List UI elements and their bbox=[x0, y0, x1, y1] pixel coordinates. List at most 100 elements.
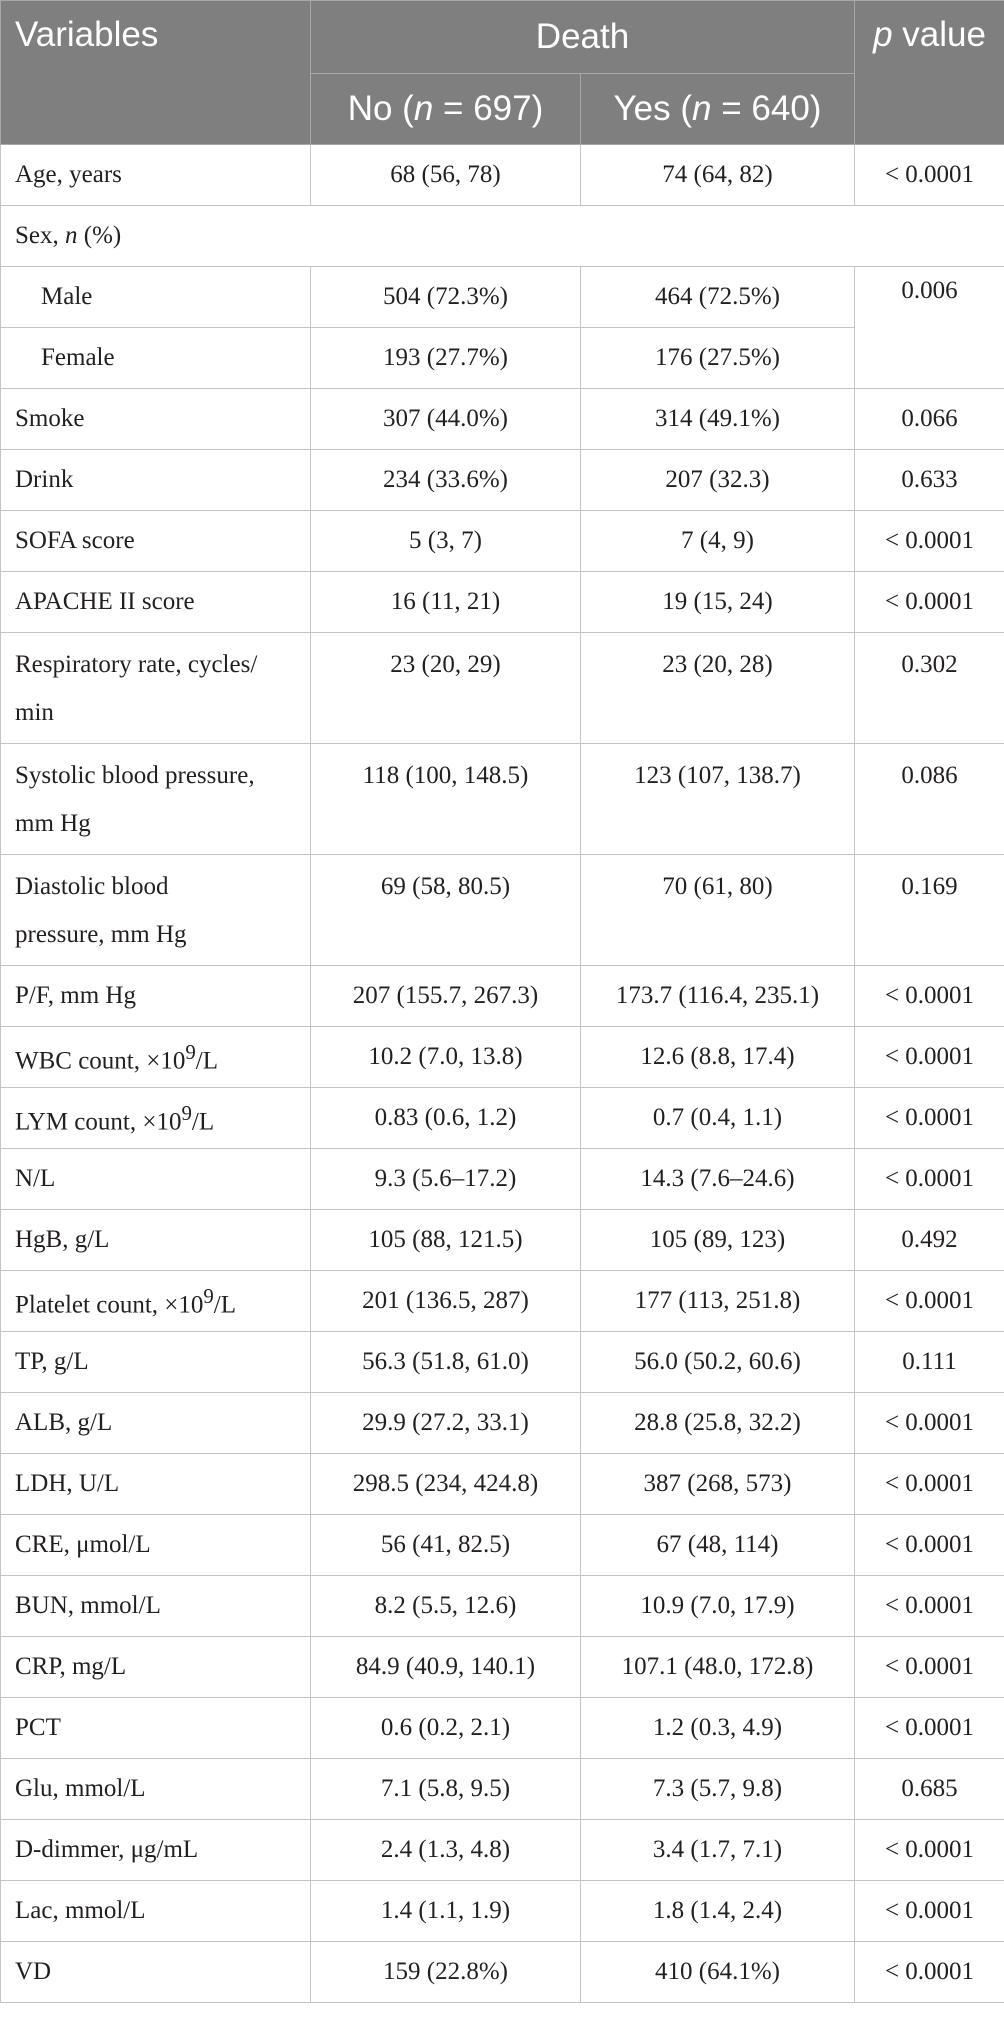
row-label: Respiratory rate, cycles/min bbox=[1, 633, 311, 744]
cell-no: 159 (22.8%) bbox=[311, 1942, 581, 2003]
row-label: VD bbox=[1, 1942, 311, 2003]
table-row: P/F, mm Hg 207 (155.7, 267.3) 173.7 (116… bbox=[1, 966, 1004, 1027]
table-row: TP, g/L 56.3 (51.8, 61.0) 56.0 (50.2, 60… bbox=[1, 1332, 1004, 1393]
cell-p: 0.066 bbox=[855, 389, 1004, 450]
table-row: VD 159 (22.8%) 410 (64.1%) < 0.0001 bbox=[1, 1942, 1004, 2003]
cell-no: 5 (3, 7) bbox=[311, 511, 581, 572]
cell-p: < 0.0001 bbox=[855, 511, 1004, 572]
row-label: LDH, U/L bbox=[1, 1454, 311, 1515]
cell-yes: 14.3 (7.6–24.6) bbox=[581, 1149, 855, 1210]
cell-no: 16 (11, 21) bbox=[311, 572, 581, 633]
table-row: Smoke 307 (44.0%) 314 (49.1%) 0.066 bbox=[1, 389, 1004, 450]
label-line: Respiratory rate, cycles/ bbox=[15, 651, 257, 678]
cell-no: 0.6 (0.2, 2.1) bbox=[311, 1698, 581, 1759]
header-yes-label: Yes ( bbox=[614, 89, 692, 128]
table-row: SOFA score 5 (3, 7) 7 (4, 9) < 0.0001 bbox=[1, 511, 1004, 572]
cell-p: < 0.0001 bbox=[855, 1393, 1004, 1454]
table-row: Glu, mmol/L 7.1 (5.8, 9.5) 7.3 (5.7, 9.8… bbox=[1, 1759, 1004, 1820]
header-yes-n: n bbox=[692, 89, 711, 128]
header-p-rest: value bbox=[893, 15, 986, 54]
label-italic: n bbox=[65, 222, 78, 249]
cell-p: < 0.0001 bbox=[855, 1027, 1004, 1088]
label-line: Systolic blood pressure, bbox=[15, 762, 255, 789]
cell-yes: 56.0 (50.2, 60.6) bbox=[581, 1332, 855, 1393]
cell-no: 201 (136.5, 287) bbox=[311, 1271, 581, 1332]
table-body: Age, years 68 (56, 78) 74 (64, 82) < 0.0… bbox=[1, 145, 1004, 2003]
row-label: LYM count, ×109/L bbox=[1, 1088, 311, 1149]
row-label: Lac, mmol/L bbox=[1, 1881, 311, 1942]
row-label: CRP, mg/L bbox=[1, 1637, 311, 1698]
cell-yes: 67 (48, 114) bbox=[581, 1515, 855, 1576]
row-label: Drink bbox=[1, 450, 311, 511]
cell-yes: 7 (4, 9) bbox=[581, 511, 855, 572]
cell-p: < 0.0001 bbox=[855, 1881, 1004, 1942]
row-label: Male bbox=[1, 267, 311, 328]
cell-p: < 0.0001 bbox=[855, 1149, 1004, 1210]
table-row: BUN, mmol/L 8.2 (5.5, 12.6) 10.9 (7.0, 1… bbox=[1, 1576, 1004, 1637]
label-text: WBC count, ×10 bbox=[15, 1048, 185, 1075]
row-label: PCT bbox=[1, 1698, 311, 1759]
table-row: Male 504 (72.3%) 464 (72.5%) 0.006 bbox=[1, 267, 1004, 328]
cell-p: < 0.0001 bbox=[855, 1515, 1004, 1576]
cell-p: < 0.0001 bbox=[855, 1088, 1004, 1149]
row-label: N/L bbox=[1, 1149, 311, 1210]
cell-yes: 7.3 (5.7, 9.8) bbox=[581, 1759, 855, 1820]
table-row: LYM count, ×109/L 0.83 (0.6, 1.2) 0.7 (0… bbox=[1, 1088, 1004, 1149]
table-row: PCT 0.6 (0.2, 2.1) 1.2 (0.3, 4.9) < 0.00… bbox=[1, 1698, 1004, 1759]
row-label: TP, g/L bbox=[1, 1332, 311, 1393]
label-line: Diastolic blood bbox=[15, 873, 168, 900]
table-row: APACHE II score 16 (11, 21) 19 (15, 24) … bbox=[1, 572, 1004, 633]
row-label: Platelet count, ×109/L bbox=[1, 1271, 311, 1332]
row-label: WBC count, ×109/L bbox=[1, 1027, 311, 1088]
header-variables: Variables bbox=[1, 1, 311, 145]
cell-no: 193 (27.7%) bbox=[311, 328, 581, 389]
row-label: Smoke bbox=[1, 389, 311, 450]
cell-yes: 314 (49.1%) bbox=[581, 389, 855, 450]
row-label: D-dimmer, μg/mL bbox=[1, 1820, 311, 1881]
label-line: mm Hg bbox=[15, 810, 91, 837]
table-row: CRP, mg/L 84.9 (40.9, 140.1) 107.1 (48.0… bbox=[1, 1637, 1004, 1698]
cell-no: 56 (41, 82.5) bbox=[311, 1515, 581, 1576]
table-row: CRE, μmol/L 56 (41, 82.5) 67 (48, 114) <… bbox=[1, 1515, 1004, 1576]
row-label: Diastolic blood pressure, mm Hg bbox=[1, 855, 311, 966]
row-label: Age, years bbox=[1, 145, 311, 206]
cell-no: 1.4 (1.1, 1.9) bbox=[311, 1881, 581, 1942]
table-row: N/L 9.3 (5.6–17.2) 14.3 (7.6–24.6) < 0.0… bbox=[1, 1149, 1004, 1210]
table-row: HgB, g/L 105 (88, 121.5) 105 (89, 123) 0… bbox=[1, 1210, 1004, 1271]
cell-no: 9.3 (5.6–17.2) bbox=[311, 1149, 581, 1210]
label-text: (%) bbox=[78, 222, 122, 249]
table-row: Female 193 (27.7%) 176 (27.5%) bbox=[1, 328, 1004, 389]
header-no: No (n = 697) bbox=[311, 74, 581, 145]
row-label: SOFA score bbox=[1, 511, 311, 572]
cell-p: < 0.0001 bbox=[855, 145, 1004, 206]
cell-no: 84.9 (40.9, 140.1) bbox=[311, 1637, 581, 1698]
cell-no: 0.83 (0.6, 1.2) bbox=[311, 1088, 581, 1149]
cell-p: 0.302 bbox=[855, 633, 1004, 744]
cell-p: < 0.0001 bbox=[855, 1820, 1004, 1881]
cell-yes: 207 (32.3) bbox=[581, 450, 855, 511]
cell-yes: 464 (72.5%) bbox=[581, 267, 855, 328]
table-row: Systolic blood pressure, mm Hg 118 (100, … bbox=[1, 744, 1004, 855]
table-row: WBC count, ×109/L 10.2 (7.0, 13.8) 12.6 … bbox=[1, 1027, 1004, 1088]
cell-p: 0.111 bbox=[855, 1332, 1004, 1393]
table-row: Sex, n (%) bbox=[1, 206, 1004, 267]
label-text: /L bbox=[214, 1292, 236, 1319]
cell-no: 207 (155.7, 267.3) bbox=[311, 966, 581, 1027]
cell-no: 504 (72.3%) bbox=[311, 267, 581, 328]
cell-no: 7.1 (5.8, 9.5) bbox=[311, 1759, 581, 1820]
cell-yes: 107.1 (48.0, 172.8) bbox=[581, 1637, 855, 1698]
label-text: Sex, bbox=[15, 222, 65, 249]
row-label: BUN, mmol/L bbox=[1, 1576, 311, 1637]
cell-no: 118 (100, 148.5) bbox=[311, 744, 581, 855]
cell-no: 56.3 (51.8, 61.0) bbox=[311, 1332, 581, 1393]
cell-yes: 23 (20, 28) bbox=[581, 633, 855, 744]
cell-p: < 0.0001 bbox=[855, 966, 1004, 1027]
label-sup: 9 bbox=[185, 1040, 195, 1064]
cell-no: 307 (44.0%) bbox=[311, 389, 581, 450]
cell-p: < 0.0001 bbox=[855, 1698, 1004, 1759]
cell-no: 23 (20, 29) bbox=[311, 633, 581, 744]
cell-no: 29.9 (27.2, 33.1) bbox=[311, 1393, 581, 1454]
cell-p: < 0.0001 bbox=[855, 572, 1004, 633]
header-death: Death bbox=[311, 1, 855, 74]
